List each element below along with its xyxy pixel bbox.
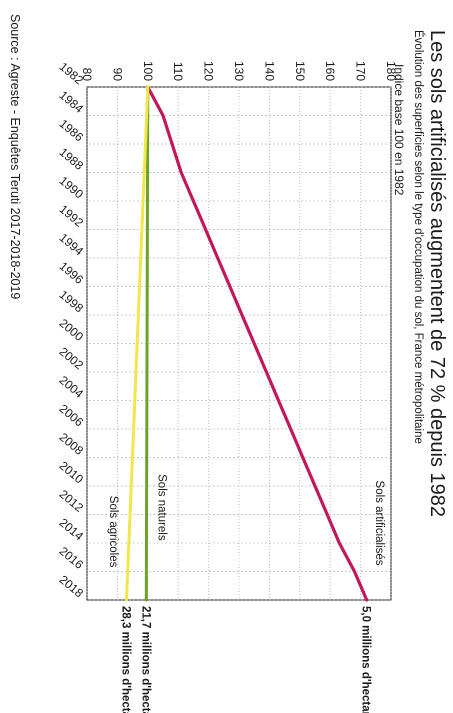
series-line-1 xyxy=(146,85,369,602)
y-axis-label: Indice base 100 en 1982 xyxy=(392,64,406,196)
labels-layer: 5,0 millions d'hectares 21,7 millions d'h… xyxy=(107,474,385,713)
series-name-label-1: Sols artificialisés xyxy=(373,481,385,566)
series-end-label-1: 5,0 millions d'hectares xyxy=(360,606,372,713)
x-tick-label: 2010 xyxy=(57,458,87,486)
y-tick-label: 140 xyxy=(262,61,276,81)
x-tick-label: 1984 xyxy=(57,88,87,116)
x-tick-label: 1992 xyxy=(57,202,87,230)
x-tick-label: 1990 xyxy=(57,173,87,201)
y-tick-label: 100 xyxy=(141,61,155,81)
x-tick-label: 2014 xyxy=(57,515,87,543)
x-tick-label: 1986 xyxy=(57,116,87,144)
y-tick-label: 170 xyxy=(354,61,368,81)
chart-source: Source : Agreste - Enquêtes Teruti 2017-… xyxy=(8,14,22,299)
x-tick-label: 2002 xyxy=(57,344,87,372)
series-end-label-3: 28,3 millions d'hectares xyxy=(120,606,132,713)
x-tick-label: 1982 xyxy=(57,59,87,87)
x-tick-label: 2004 xyxy=(57,373,87,401)
series-name-label-3: Sols agricoles xyxy=(107,496,119,568)
series-line-3 xyxy=(125,85,150,602)
series-line-2 xyxy=(144,85,150,602)
x-tick-label: 2018 xyxy=(57,572,87,600)
x-tick-label: 1994 xyxy=(57,230,87,258)
x-tick-label: 2000 xyxy=(57,316,87,344)
x-tick-label: 1998 xyxy=(57,287,87,315)
series-name-label-2: Sols naturels xyxy=(155,474,167,541)
x-tick-label: 2006 xyxy=(57,401,87,429)
series-layer xyxy=(125,85,369,602)
y-tick-label: 180 xyxy=(384,61,398,81)
x-tick-label: 1996 xyxy=(57,259,87,287)
y-tick-label: 120 xyxy=(202,61,216,81)
chart-subtitle: Évolution des superficies selon le type … xyxy=(412,30,425,444)
x-tick-label: 1988 xyxy=(57,145,87,173)
x-tick-label: 2016 xyxy=(57,544,87,572)
y-tick-label: 150 xyxy=(293,61,307,81)
y-tick-label: 80 xyxy=(80,68,94,82)
y-tick-label: 90 xyxy=(110,68,124,82)
y-tick-label: 110 xyxy=(171,62,185,81)
y-tick-label: 160 xyxy=(323,61,337,81)
series-end-label-2: 21,7 millions d'hectares xyxy=(139,606,151,713)
y-tick-label: 130 xyxy=(232,61,246,81)
chart-title: Les sols artificialisés augmentent de 72… xyxy=(426,30,448,517)
x-tick-label: 2008 xyxy=(57,430,87,458)
x-tick-label: 2012 xyxy=(57,487,87,515)
